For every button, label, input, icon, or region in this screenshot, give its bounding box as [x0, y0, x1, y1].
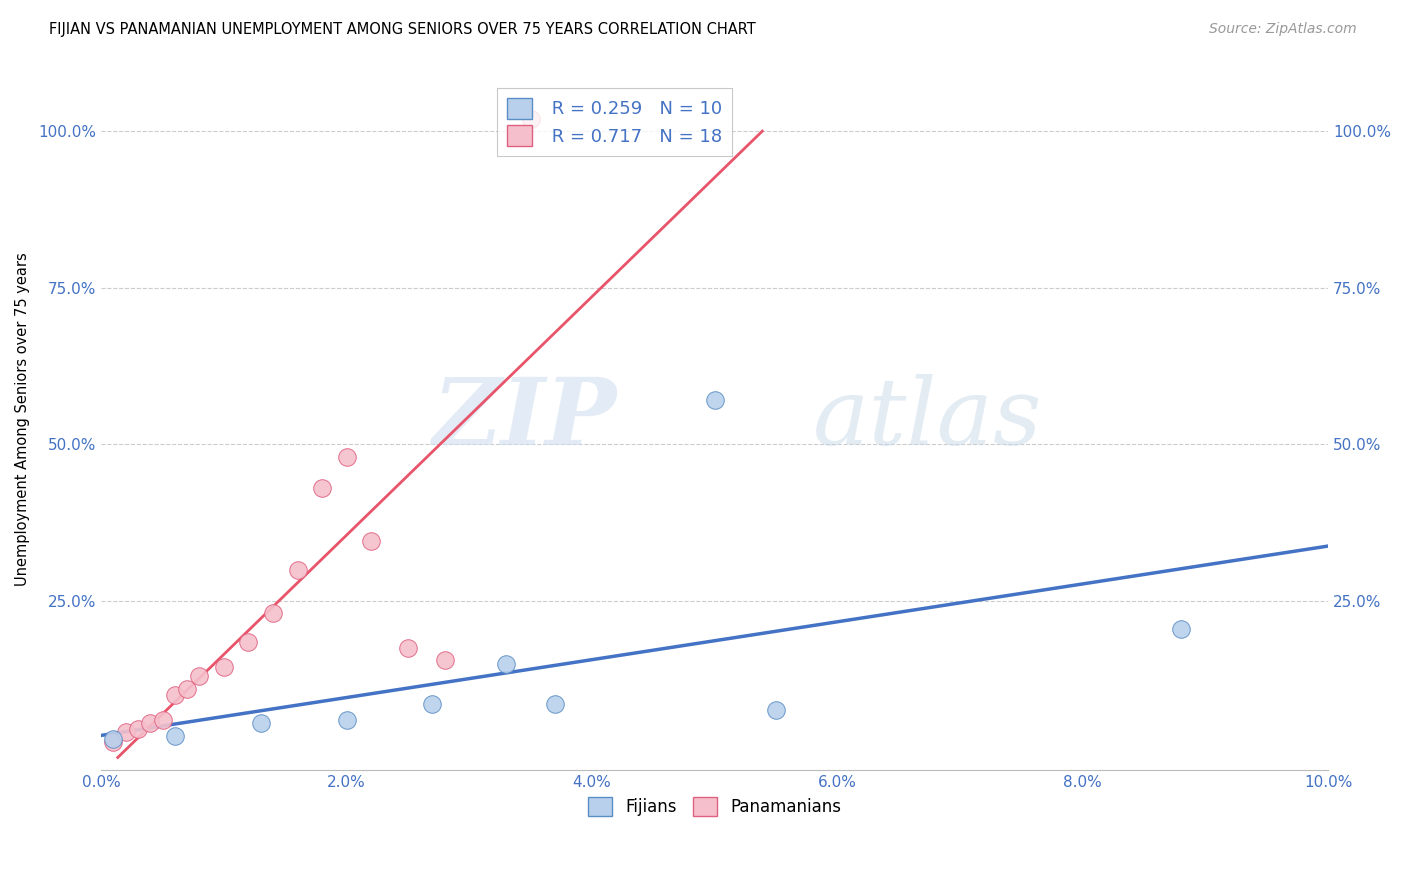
- Point: [163, 688, 186, 702]
- Point: [139, 716, 162, 731]
- Point: [114, 725, 136, 739]
- Point: [127, 723, 149, 737]
- Point: [544, 698, 567, 712]
- Point: [176, 681, 198, 696]
- Point: [360, 534, 382, 549]
- Point: [188, 669, 211, 683]
- Point: [311, 481, 333, 495]
- Text: Source: ZipAtlas.com: Source: ZipAtlas.com: [1209, 22, 1357, 37]
- Point: [1170, 622, 1192, 636]
- Point: [495, 657, 517, 671]
- Text: atlas: atlas: [813, 375, 1042, 464]
- Point: [212, 659, 235, 673]
- Point: [152, 713, 174, 727]
- Point: [433, 653, 456, 667]
- Point: [103, 735, 125, 749]
- Text: ZIP: ZIP: [432, 375, 616, 464]
- Point: [238, 634, 260, 648]
- Point: [765, 704, 787, 718]
- Point: [336, 450, 359, 464]
- Point: [519, 112, 541, 126]
- Point: [103, 731, 125, 746]
- Point: [249, 716, 271, 731]
- Point: [336, 713, 359, 727]
- Point: [287, 563, 309, 577]
- Point: [262, 607, 284, 621]
- Point: [703, 393, 725, 408]
- Point: [422, 698, 444, 712]
- Y-axis label: Unemployment Among Seniors over 75 years: Unemployment Among Seniors over 75 years: [15, 252, 30, 586]
- Text: FIJIAN VS PANAMANIAN UNEMPLOYMENT AMONG SENIORS OVER 75 YEARS CORRELATION CHART: FIJIAN VS PANAMANIAN UNEMPLOYMENT AMONG …: [49, 22, 756, 37]
- Point: [163, 729, 186, 743]
- Point: [396, 640, 419, 655]
- Legend: Fijians, Panamanians: Fijians, Panamanians: [581, 789, 849, 825]
